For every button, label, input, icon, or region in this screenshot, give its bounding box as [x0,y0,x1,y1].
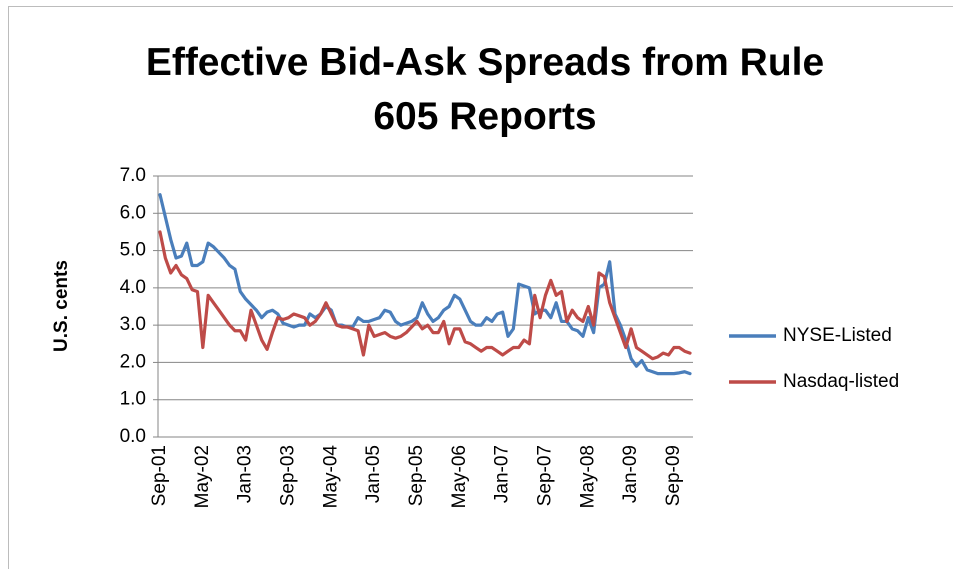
y-tick-label: 0.0 [120,426,146,447]
x-tick-label: Sep-01 [149,445,170,506]
legend-label: NYSE-Listed [783,325,892,346]
x-tick-label: May-08 [577,445,598,508]
legend-label: Nasdaq-listed [783,371,899,392]
series-line [158,230,692,361]
x-tick-label: Jan-05 [363,445,384,503]
x-tick-label: May-04 [320,445,341,509]
x-tick-label: Jan-07 [492,445,513,503]
x-tick-label: May-02 [192,445,213,508]
y-tick-label: 4.0 [120,277,146,298]
x-tick-label: Jan-03 [235,445,256,503]
series-line [158,193,692,376]
y-tick-label: 1.0 [120,389,146,410]
y-axis-label: U.S. cents [51,260,72,352]
y-tick-label: 6.0 [120,202,146,223]
x-tick-label: Sep-07 [534,445,555,506]
x-tick-label: Sep-09 [663,445,684,506]
y-tick-label: 2.0 [120,351,146,372]
y-tick-label: 3.0 [120,314,146,335]
x-tick-label: May-06 [449,445,470,508]
y-tick-label: 5.0 [120,240,146,261]
x-tick-label: Sep-05 [406,445,427,506]
x-tick-label: Sep-03 [278,445,299,506]
y-tick-label: 7.0 [120,165,146,186]
x-tick-label: Jan-09 [620,445,641,503]
chart-frame [8,6,953,569]
chart-title: Effective Bid-Ask Spreads from Rule 605 … [145,41,825,138]
